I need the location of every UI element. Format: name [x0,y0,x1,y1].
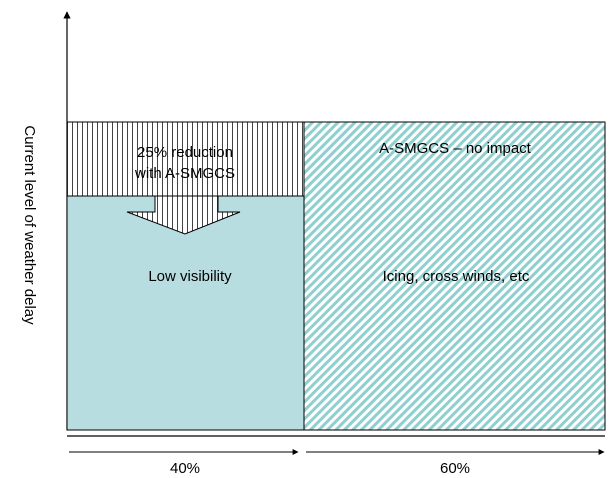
icing-label: Icing, cross winds, etc [383,268,530,285]
reduction-label-line1: 25% reduction [137,144,233,161]
no-impact-label: A-SMGCS – no impact [379,140,532,157]
reduction-label-line2: with A-SMGCS [134,165,235,182]
other-region [303,121,606,431]
reduction-arrow-shape [126,195,241,235]
y-axis-label: Current level of weather delay [21,125,38,325]
low-visibility-region [66,195,305,431]
share-40-label: 40% [170,460,200,477]
share-60-label: 60% [440,460,470,477]
low-visibility-label: Low visibility [148,268,232,285]
